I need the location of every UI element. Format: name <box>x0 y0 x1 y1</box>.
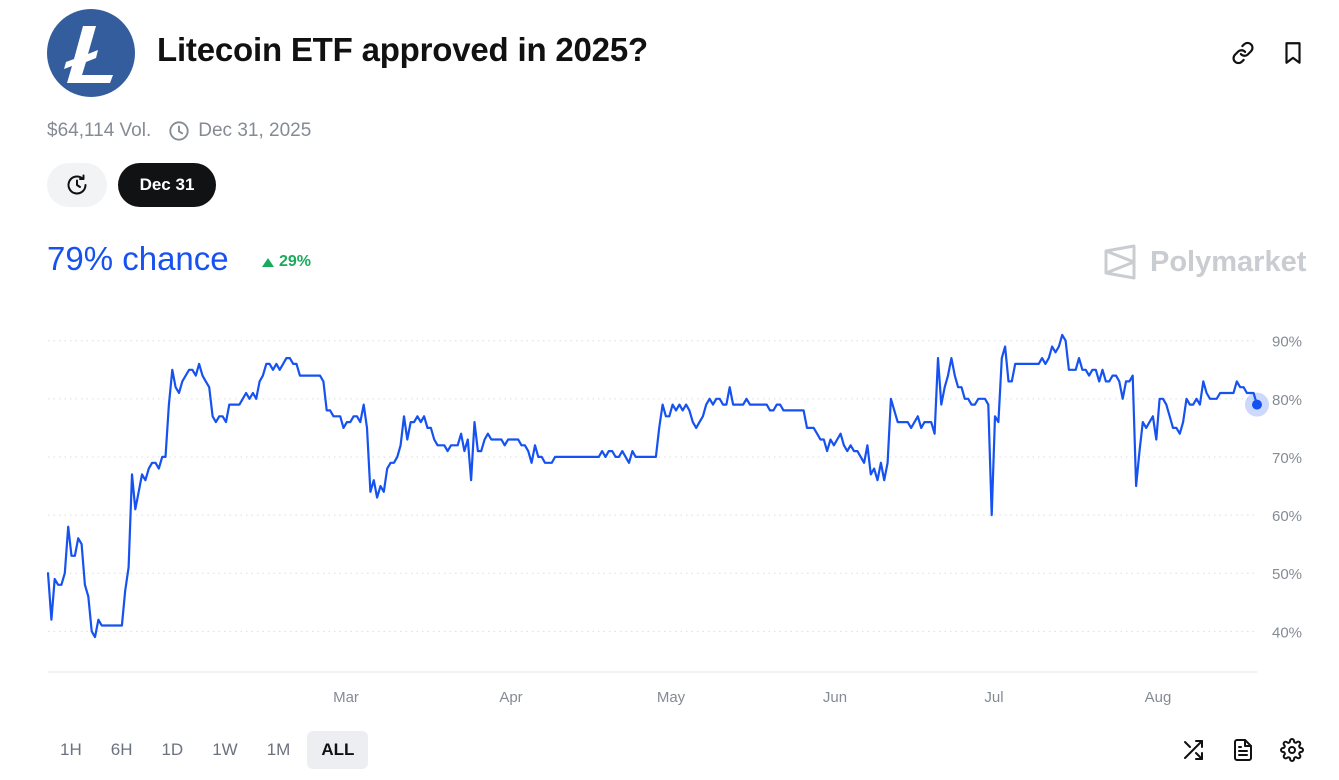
delta-value: 29% <box>279 253 312 270</box>
document-icon[interactable] <box>1231 738 1255 762</box>
current-point <box>1252 399 1262 410</box>
x-tick-label: Mar <box>333 689 359 706</box>
clock-icon <box>168 120 190 142</box>
price-line <box>46 333 1259 639</box>
y-tick-label: 80% <box>1272 392 1302 409</box>
y-tick-label: 40% <box>1272 624 1302 641</box>
date-pill-button[interactable]: Dec 31 <box>118 163 216 207</box>
bookmark-icon[interactable] <box>1280 40 1306 66</box>
time-range-selector: 1H 6H 1D 1W 1M ALL <box>48 731 373 769</box>
range-button-6h[interactable]: 6H <box>110 740 133 759</box>
litecoin-logo-icon <box>47 9 135 97</box>
page-title: Litecoin ETF approved in 2025? <box>157 31 648 68</box>
price-chart[interactable]: 90% 80% 70% 60% 50% 40% Mar Apr May Jun Jul Aug <box>0 300 1339 720</box>
x-tick-label: May <box>657 689 686 706</box>
polymarket-brand: Polymarket <box>1103 244 1306 280</box>
range-button-1m[interactable]: 1M <box>266 740 291 759</box>
range-button-1d[interactable]: 1D <box>161 740 184 759</box>
history-button[interactable] <box>47 163 107 207</box>
market-meta: $64,114 Vol. Dec 31, 2025 <box>47 120 311 142</box>
polymarket-logo-icon <box>1104 244 1136 280</box>
y-tick-label: 60% <box>1272 508 1302 525</box>
x-tick-label: Aug <box>1145 689 1172 706</box>
x-tick-label: Apr <box>499 689 522 706</box>
range-button-1h[interactable]: 1H <box>60 740 82 759</box>
chance-delta: 29% <box>262 253 311 271</box>
history-icon <box>65 173 89 197</box>
y-tick-label: 70% <box>1272 450 1302 467</box>
y-tick-label: 50% <box>1272 566 1302 583</box>
x-tick-label: Jul <box>984 689 1003 706</box>
range-button-1w[interactable]: 1W <box>212 740 238 759</box>
x-tick-label: Jun <box>823 689 847 706</box>
link-icon[interactable] <box>1230 40 1256 66</box>
shuffle-icon[interactable] <box>1181 738 1205 762</box>
volume-text: $64,114 Vol. <box>47 120 152 141</box>
y-tick-label: 90% <box>1272 334 1302 351</box>
gear-icon[interactable] <box>1280 738 1304 762</box>
range-button-all[interactable]: ALL <box>307 731 369 769</box>
end-date-text: Dec 31, 2025 <box>198 120 312 141</box>
arrow-up-icon <box>262 257 274 267</box>
brand-name: Polymarket <box>1150 245 1307 278</box>
chance-value: 79% chance <box>47 240 229 277</box>
